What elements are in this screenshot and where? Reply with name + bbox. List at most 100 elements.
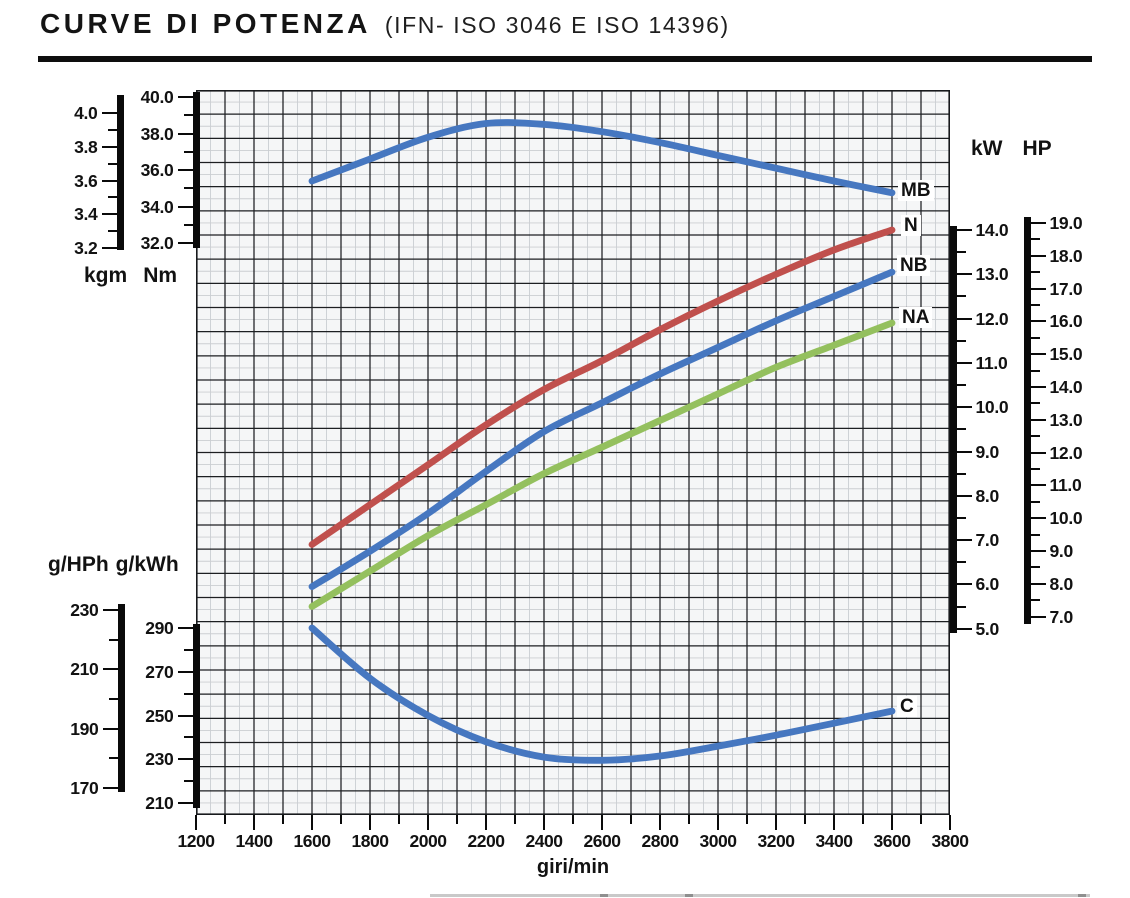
power-units-label: kW HP [971,137,1052,161]
axes-power-kw-tick-label: 9.0 [975,441,1000,462]
x-axis-tick [920,815,922,824]
axes-consumption-g_kwh-bar [192,624,200,808]
axes-power-kw-tick [956,494,972,497]
nm-unit-label: Nm [143,264,178,287]
x-axis-tick [862,815,864,824]
axes-torque-kgm-tick [101,179,117,182]
axes-power-kw-tick [956,339,966,342]
axes-power-kw-tick-label: 14.0 [975,220,1009,240]
axes-power-kw-tick [956,516,966,519]
axes-power-hp-tick-label: 14.0 [1049,377,1083,397]
axes-power-hp-tick [1030,451,1046,454]
axes-power-hp-tick [1030,615,1046,618]
axes-torque-kgm-bar [116,95,124,250]
x-axis-tick [833,815,835,830]
axes-consumption-g_kwh-tick [177,758,193,761]
axes-power-hp-tick [1030,418,1046,421]
x-tick-label: 1600 [293,831,331,851]
axes-consumption-g_kwh-tick [177,802,193,804]
axes-torque-nm-tick [177,205,193,208]
x-axis-tick [543,815,545,830]
axes-torque-kgm-tick [107,230,117,233]
axes-torque-nm-tick [183,114,193,117]
axes-power-hp-tick [1030,369,1040,372]
axes-power-hp-tick-label: 16.0 [1049,311,1083,332]
axes-consumption-g_hph-tick [102,609,118,611]
x-axis-tick [514,815,516,824]
axes-power-kw-tick [956,273,972,276]
axes-consumption-g_hph-tick [108,697,118,700]
axes-power-hp-tick-label: 19.0 [1049,213,1083,233]
axes-torque-kgm-tick-label: 3.2 [74,238,98,258]
axes-power-hp-tick-label: 10.0 [1049,508,1083,529]
x-axis-tick [282,815,284,824]
axes-power-hp-tick [1030,435,1040,438]
ghph-unit-label: g/HPh [48,553,109,576]
x-axis-title: giri/min [536,856,610,878]
axes-torque-nm-tick [177,132,193,135]
axes-power-hp-tick-label: 11.0 [1049,475,1082,496]
axes-consumption-g_kwh-tick-label: 250 [145,705,174,726]
curve-label-N: N [901,215,921,236]
curve-label-NB: NB [897,255,931,276]
axes-power-kw-tick [956,561,966,564]
axes-consumption-g_hph-tick [108,757,118,760]
artifact-mark [600,894,608,897]
kgm-unit-label: kgm [84,264,128,287]
axes-torque-kgm-tick [101,213,117,216]
hp-unit-label: HP [1022,137,1052,160]
x-tick-label: 2800 [641,831,679,851]
x-tick-label: 3600 [873,831,911,851]
axes-power-hp-tick-label: 17.0 [1049,278,1083,299]
curve-label-NA: NA [899,307,933,328]
axes-power-hp-tick-label: 7.0 [1049,606,1074,627]
axes-power-kw-tick [956,627,972,630]
x-axis-tick [398,815,400,824]
axes-power-hp-tick [1030,484,1046,487]
axes-power-kw-tick [956,361,972,364]
axes-power-kw-tick [956,583,972,586]
axes-power-hp-tick [1030,533,1040,536]
axes-power-hp-tick [1030,353,1046,356]
curve-C [308,624,896,764]
axes-consumption-g_kwh-tick [177,627,193,629]
axes-consumption-g_hph-tick-label: 230 [70,600,99,620]
x-tick-label: 3000 [699,831,737,851]
axes-consumption-g_hph-bar [117,604,125,792]
axes-power-hp-tick [1030,500,1040,503]
x-axis-tick [224,815,226,824]
axes-torque-kgm-tick-label: 3.6 [74,170,98,191]
axes-power-hp-tick [1030,517,1046,520]
axes-torque-kgm-tick-label: 3.4 [74,204,98,225]
axes-consumption-g_hph-tick [102,727,118,730]
axes-consumption-g_kwh-tick [177,670,193,673]
axes-consumption-g_kwh-tick [183,780,193,783]
axes-torque-nm-tick-label: 34.0 [140,196,174,217]
axes-power-kw-tick-label: 7.0 [975,530,1000,551]
axes-consumption-g_kwh-tick-label: 230 [145,749,174,770]
x-tick-label: 3800 [931,831,969,851]
torque-units-label: kgm Nm [84,264,177,288]
axes-power-hp-tick-label: 12.0 [1049,442,1083,463]
x-axis-tick [485,815,487,830]
consumption-units-label: g/HPh g/kWh [48,553,179,577]
axes-power-kw-tick [956,295,966,298]
x-axis-tick [456,815,458,824]
axes-torque-nm-tick-label: 40.0 [140,87,174,107]
x-tick-label: 3200 [757,831,795,851]
axes-torque-nm-tick-label: 32.0 [140,233,174,253]
axes-power-hp-tick [1030,336,1040,339]
axes-power-kw-tick [956,450,972,453]
axes-power-hp-tick-label: 15.0 [1049,344,1083,365]
axes-power-hp-tick [1030,386,1046,388]
x-axis-tick [311,815,313,830]
axes-consumption-g_hph-tick [108,638,118,641]
axes-torque-kgm-tick [107,128,117,131]
axes-torque-kgm-tick [101,145,117,148]
axes-consumption-g_hph-tick-label: 190 [70,718,99,739]
curve-label-MB: MB [898,180,934,201]
artifact-mark [1078,894,1086,897]
axes-power-hp-tick [1030,320,1046,323]
axes-power-kw-tick [956,428,966,431]
